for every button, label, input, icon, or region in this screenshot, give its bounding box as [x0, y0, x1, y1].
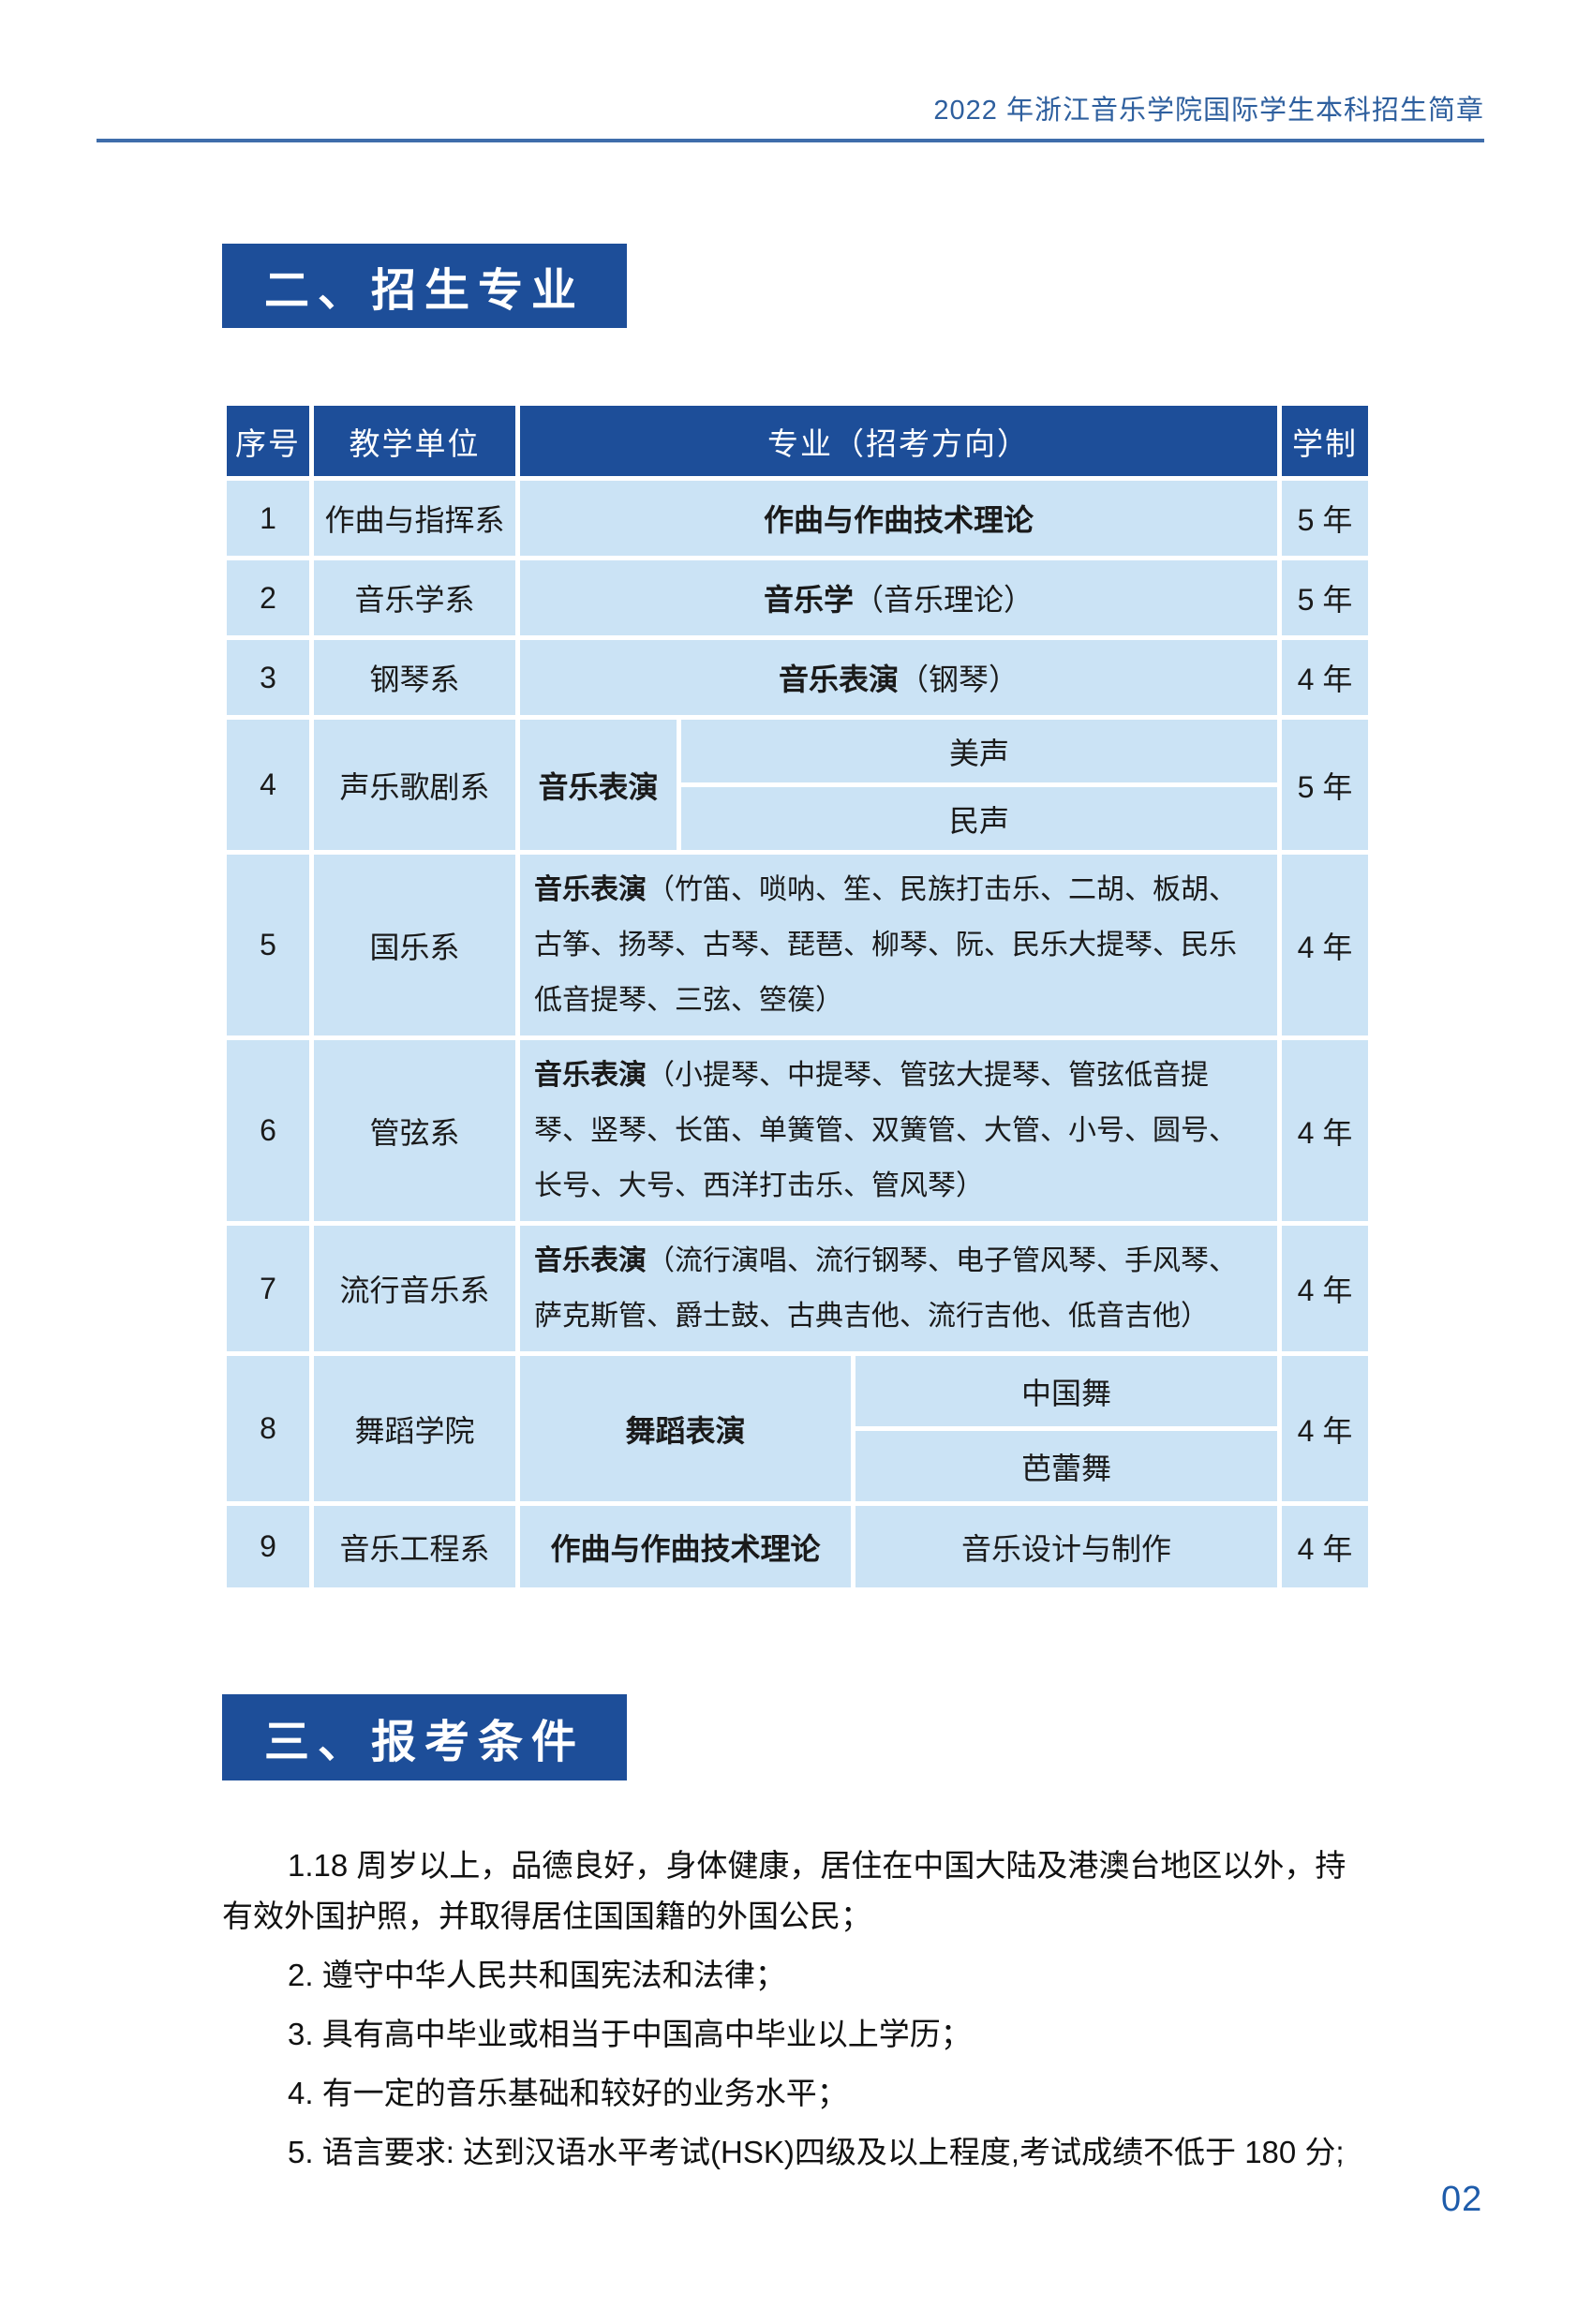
duration-cell: 5 年: [1277, 556, 1373, 640]
duration-cell: 4 年: [1277, 635, 1373, 720]
major-cell: 音乐表演（竹笛、唢呐、笙、民族打击乐、二胡、板胡、古筝、扬琴、古琴、琵琶、柳琴、…: [515, 850, 1282, 1040]
table-row: 5 国乐系 音乐表演（竹笛、唢呐、笙、民族打击乐、二胡、板胡、古筝、扬琴、古琴、…: [222, 850, 1373, 1040]
teaching-unit-cell: 钢琴系: [309, 635, 520, 720]
col-header-unit: 教学单位: [309, 401, 520, 481]
direction-cell: 音乐设计与制作: [851, 1501, 1282, 1592]
major-detail: （音乐理论）: [854, 583, 1034, 617]
direction-cell: 美声: [677, 715, 1282, 787]
requirement-item: 3. 具有高中毕业或相当于中国高中毕业以上学历；: [288, 2017, 972, 2051]
major-name: 音乐表演: [778, 663, 899, 696]
col-header-no: 序号: [222, 401, 314, 481]
table-row: 6 管弦系 音乐表演（小提琴、中提琴、管弦大提琴、管弦低音提琴、竖琴、长笛、单簧…: [222, 1035, 1373, 1226]
teaching-unit-cell: 舞蹈学院: [309, 1351, 520, 1506]
teaching-unit-cell: 作曲与指挥系: [309, 476, 520, 560]
duration-cell: 4 年: [1277, 850, 1373, 1040]
duration-cell: 5 年: [1277, 715, 1373, 855]
requirement-item: 2. 遵守中华人民共和国宪法和法律；: [288, 1958, 786, 1992]
requirements-list: 1.18 周岁以上，品德良好，身体健康，居住在中国大陆及港澳台地区以外，持有效外…: [222, 1840, 1361, 2186]
table-row: 民声: [225, 782, 1371, 855]
row-no-cell: 2: [222, 556, 314, 640]
table-row: 7 流行音乐系 音乐表演（流行演唱、流行钢琴、电子管风琴、手风琴、萨克斯管、爵士…: [222, 1221, 1373, 1356]
section-banner-requirements: 三、报考条件: [222, 1694, 627, 1780]
table-row: 4 声乐歌剧系 音乐表演 美声 5 年: [222, 715, 1373, 855]
section-heading-majors: 二、招生专业: [263, 266, 585, 316]
section-heading-requirements: 三、报考条件: [263, 1718, 585, 1767]
direction-cell: 中国舞: [851, 1351, 1282, 1431]
major-detail: （流行演唱、流行钢琴、电子管风琴、手风琴、萨克斯管、爵士鼓、古典吉他、流行吉他、…: [534, 1245, 1237, 1332]
table-row: 芭蕾舞: [225, 1426, 1371, 1506]
major-detail: （竹笛、唢呐、笙、民族打击乐、二胡、板胡、古筝、扬琴、古琴、琵琶、柳琴、阮、民乐…: [534, 874, 1237, 1016]
row-no-cell: 7: [222, 1221, 314, 1356]
major-cell: 音乐学（音乐理论）: [515, 556, 1282, 640]
duration-cell: 4 年: [1277, 1351, 1373, 1506]
table-row: 1 作曲与指挥系 作曲与作曲技术理论 5 年: [222, 476, 1373, 560]
row-no-cell: 1: [222, 476, 314, 560]
teaching-unit-cell: 管弦系: [309, 1035, 520, 1226]
major-detail: （小提琴、中提琴、管弦大提琴、管弦低音提琴、竖琴、长笛、单簧管、双簧管、大管、小…: [534, 1060, 1237, 1201]
duration-cell: 4 年: [1277, 1221, 1373, 1356]
major-cell: 音乐表演: [515, 715, 681, 855]
major-name: 音乐表演: [534, 1245, 647, 1276]
duration-cell: 4 年: [1277, 1501, 1373, 1592]
table-row: 2 音乐学系 音乐学（音乐理论） 5 年: [222, 556, 1373, 640]
row-no-cell: 9: [222, 1501, 314, 1592]
table-row: 8 舞蹈学院 舞蹈表演 中国舞 4 年: [222, 1351, 1373, 1506]
major-cell: 音乐表演（钢琴）: [515, 635, 1282, 720]
row-no-cell: 3: [222, 635, 314, 720]
duration-cell: 4 年: [1277, 1035, 1373, 1226]
direction-cell: 芭蕾舞: [851, 1426, 1282, 1506]
major-detail: （钢琴）: [899, 663, 1019, 696]
page-number: 02: [1441, 2180, 1483, 2219]
row-no-cell: 5: [222, 850, 314, 1040]
teaching-unit-cell: 流行音乐系: [309, 1221, 520, 1356]
col-header-major: 专业（招考方向）: [515, 401, 1282, 481]
table-row: 9 音乐工程系 作曲与作曲技术理论 音乐设计与制作 4 年: [222, 1501, 1373, 1592]
row-no-cell: 8: [222, 1351, 314, 1506]
table-row: 3 钢琴系 音乐表演（钢琴） 4 年: [222, 635, 1373, 720]
major-cell: 舞蹈表演: [515, 1351, 855, 1506]
row-no-cell: 4: [222, 715, 314, 855]
major-name: 音乐表演: [534, 874, 647, 905]
teaching-unit-cell: 音乐工程系: [309, 1501, 520, 1592]
section-banner-majors: 二、招生专业: [222, 244, 627, 328]
col-header-duration: 学制: [1277, 401, 1373, 481]
doc-header-title: 2022 年浙江音乐学院国际学生本科招生简章: [933, 96, 1484, 126]
major-name: 作曲与作曲技术理论: [763, 503, 1034, 537]
table-header-row: 序号 教学单位 专业（招考方向） 学制: [222, 401, 1373, 481]
duration-cell: 5 年: [1277, 476, 1373, 560]
majors-table: 序号 教学单位 专业（招考方向） 学制 1 作曲与指挥系 作曲与作曲技术理论 5…: [222, 401, 1373, 1592]
direction-cell: 民声: [677, 782, 1282, 855]
requirement-item: 4. 有一定的音乐基础和较好的业务水平；: [288, 2076, 848, 2110]
major-cell: 音乐表演（流行演唱、流行钢琴、电子管风琴、手风琴、萨克斯管、爵士鼓、古典吉他、流…: [515, 1221, 1282, 1356]
requirement-item: 5. 语言要求: 达到汉语水平考试(HSK)四级及以上程度,考试成绩不低于 18…: [288, 2135, 1345, 2169]
major-cell: 作曲与作曲技术理论: [515, 1501, 855, 1592]
major-name: 音乐学: [763, 583, 854, 617]
teaching-unit-cell: 声乐歌剧系: [309, 715, 520, 855]
major-cell: 音乐表演（小提琴、中提琴、管弦大提琴、管弦低音提琴、竖琴、长笛、单簧管、双簧管、…: [515, 1035, 1282, 1226]
header-divider: [97, 139, 1484, 142]
requirement-item: 1.18 周岁以上，品德良好，身体健康，居住在中国大陆及港澳台地区以外，持有效外…: [222, 1848, 1346, 1933]
major-name: 音乐表演: [534, 1060, 647, 1091]
major-cell: 作曲与作曲技术理论: [515, 476, 1282, 560]
teaching-unit-cell: 国乐系: [309, 850, 520, 1040]
teaching-unit-cell: 音乐学系: [309, 556, 520, 640]
row-no-cell: 6: [222, 1035, 314, 1226]
